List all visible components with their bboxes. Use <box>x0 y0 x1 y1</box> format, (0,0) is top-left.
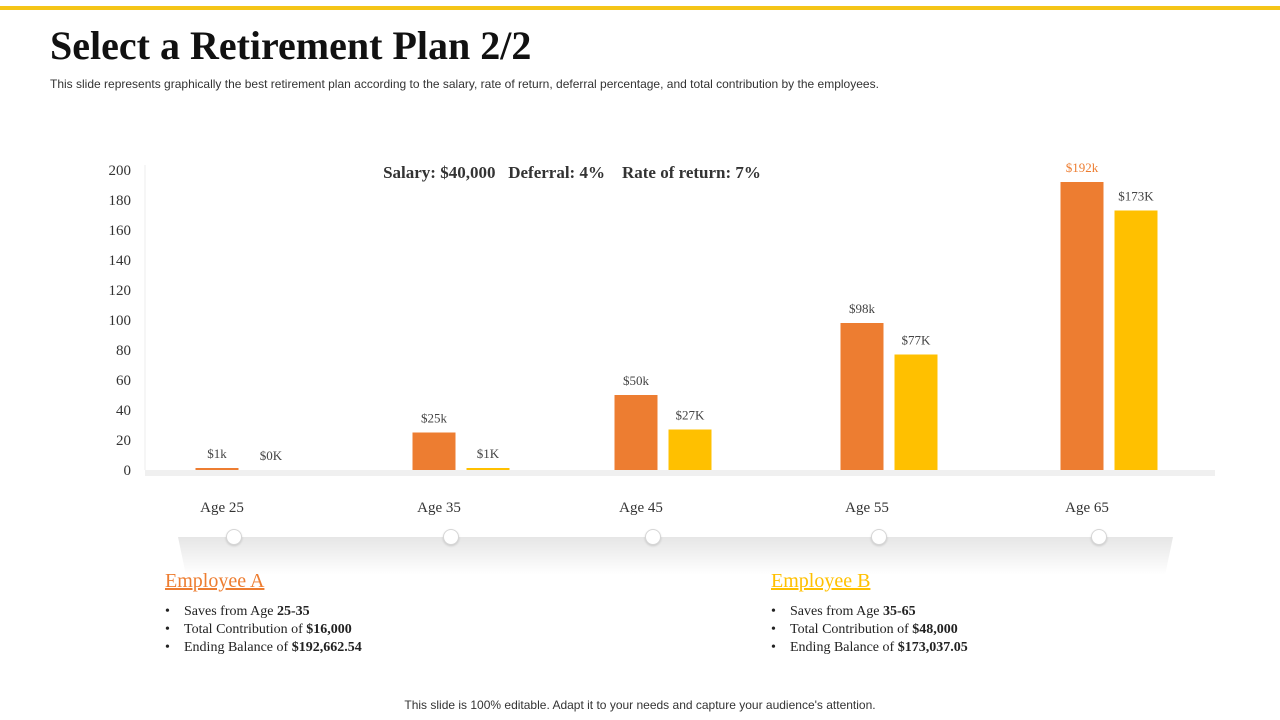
x-tick-label: Age 65 <box>1065 500 1109 516</box>
y-tick-label: 40 <box>116 403 131 419</box>
bar-employee-a <box>1060 182 1104 470</box>
list-item: Total Contribution of $48,000 <box>771 621 1251 639</box>
top-accent-bar <box>0 6 1280 10</box>
x-tick-label: Age 55 <box>845 500 889 516</box>
y-tick-label: 160 <box>109 223 132 239</box>
timeline-track <box>178 537 1173 575</box>
bar-employee-a <box>195 468 239 470</box>
list-item: Ending Balance of $192,662.54 <box>165 639 645 657</box>
employee-b-panel: Employee B Saves from Age 35-65 Total Co… <box>771 570 1251 657</box>
bar-employee-b <box>668 429 712 470</box>
y-tick-label: 0 <box>124 463 132 479</box>
data-label: $1k <box>207 446 227 461</box>
timeline-dot <box>1091 529 1107 545</box>
y-tick-label: 140 <box>109 253 132 269</box>
data-label: $173K <box>1118 189 1154 204</box>
employee-a-panel: Employee A Saves from Age 25-35 Total Co… <box>165 570 645 657</box>
data-label: $27K <box>676 408 706 423</box>
data-label: $0K <box>260 448 283 463</box>
data-label: $98k <box>849 301 876 316</box>
y-tick-label: 200 <box>109 163 132 179</box>
data-label: $77K <box>902 333 932 348</box>
data-label: $1K <box>477 446 500 461</box>
employee-a-list: Saves from Age 25-35 Total Contribution … <box>165 603 645 657</box>
x-tick-label: Age 45 <box>619 500 663 516</box>
bar-employee-a <box>412 432 456 470</box>
x-tick-label: Age 35 <box>417 500 461 516</box>
bar-employee-a <box>614 395 658 470</box>
y-tick-label: 100 <box>109 313 132 329</box>
employee-b-title[interactable]: Employee B <box>771 570 871 592</box>
list-item: Saves from Age 35-65 <box>771 603 1251 621</box>
timeline-dot <box>871 529 887 545</box>
timeline-dot <box>443 529 459 545</box>
y-tick-label: 120 <box>109 283 132 299</box>
bar-employee-b <box>894 354 938 470</box>
timeline-dot <box>226 529 242 545</box>
bar-employee-b <box>1114 210 1158 470</box>
slide-title: Select a Retirement Plan 2/2 <box>50 23 532 68</box>
employee-b-list: Saves from Age 35-65 Total Contribution … <box>771 603 1251 657</box>
data-label: $25k <box>421 411 448 426</box>
bar-employee-a <box>840 323 884 470</box>
y-tick-label: 60 <box>116 373 131 389</box>
x-tick-label: Age 25 <box>200 500 244 516</box>
list-item: Total Contribution of $16,000 <box>165 621 645 639</box>
y-tick-label: 80 <box>116 343 131 359</box>
slide-footer: This slide is 100% editable. Adapt it to… <box>404 698 876 712</box>
list-item: Saves from Age 25-35 <box>165 603 645 621</box>
employee-a-title[interactable]: Employee A <box>165 570 265 592</box>
list-item: Ending Balance of $173,037.05 <box>771 639 1251 657</box>
timeline-dot <box>645 529 661 545</box>
data-label: $192k <box>1066 160 1099 175</box>
chart-title: Salary: $40,000 Deferral: 4% Rate of ret… <box>383 163 761 182</box>
bar-employee-b <box>466 468 510 470</box>
data-label: $50k <box>623 373 650 388</box>
x-axis-baseline <box>145 470 1215 476</box>
y-tick-label: 180 <box>109 193 132 209</box>
y-tick-label: 20 <box>116 433 131 449</box>
slide-subtitle: This slide represents graphically the be… <box>50 77 879 91</box>
